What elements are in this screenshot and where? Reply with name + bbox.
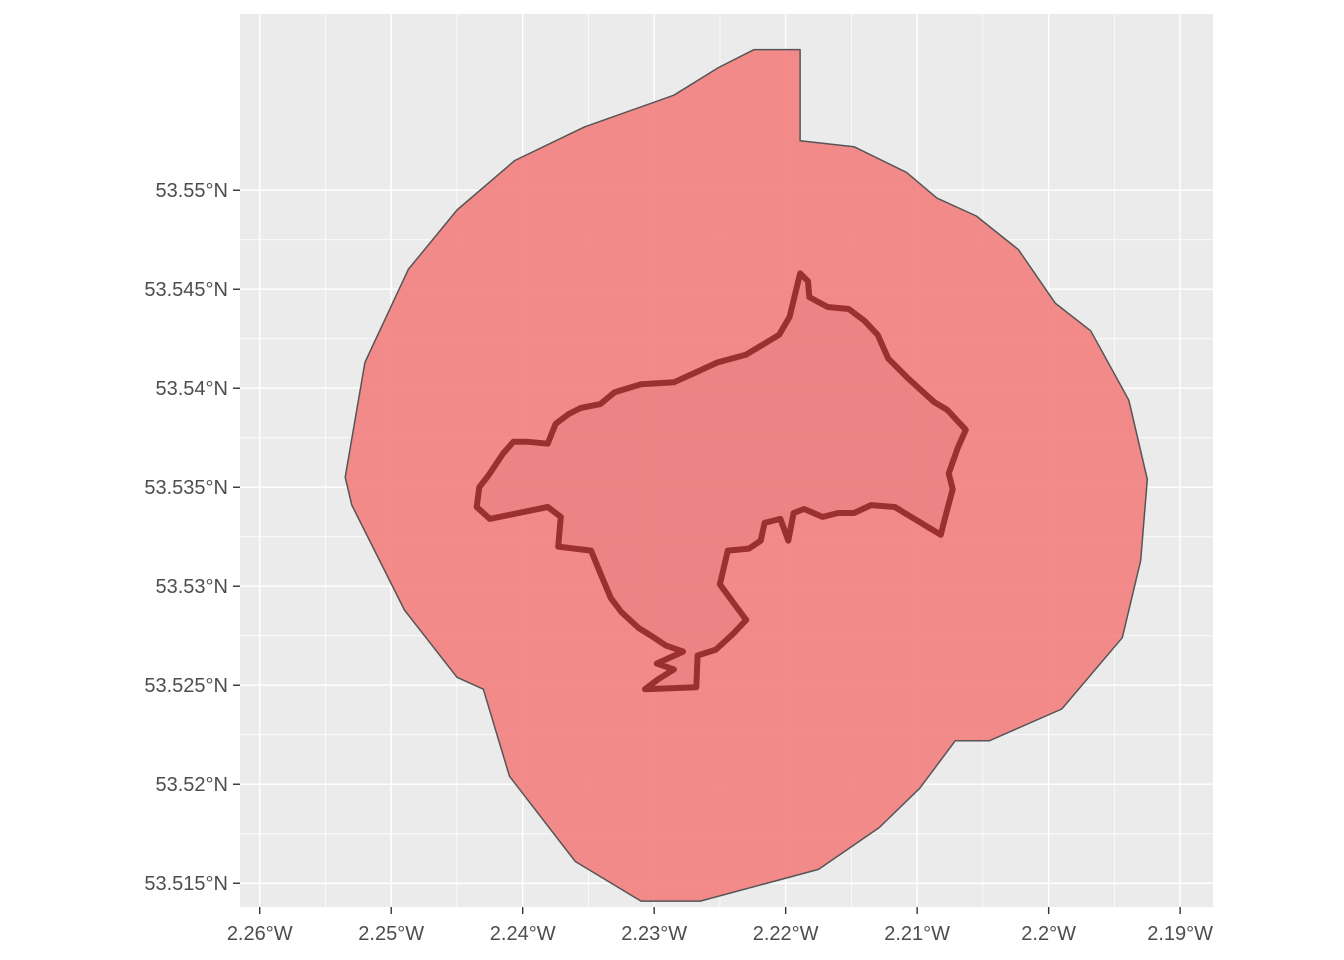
x-tick-label: 2.2°W — [1021, 923, 1076, 945]
x-tick-label: 2.21°W — [884, 923, 950, 945]
y-tick-label: 53.525°N — [144, 675, 228, 697]
x-tick-label: 2.23°W — [621, 923, 687, 945]
x-tick-label: 2.25°W — [358, 923, 424, 945]
x-tick-label: 2.26°W — [227, 923, 293, 945]
x-tick-label: 2.22°W — [753, 923, 819, 945]
y-tick-label: 53.515°N — [144, 873, 228, 895]
y-tick-label: 53.53°N — [156, 576, 229, 598]
y-tick-label: 53.55°N — [156, 180, 229, 202]
y-tick-label: 53.52°N — [156, 774, 229, 796]
y-axis: 53.515°N 53.52°N 53.525°N 53.53°N 53.535°N 53… — [144, 180, 240, 895]
boundary-outline — [473, 270, 969, 693]
y-tick-label: 53.54°N — [156, 378, 229, 400]
y-tick-label: 53.545°N — [144, 279, 228, 301]
x-axis: 2.26°W 2.25°W 2.24°W 2.23°W 2.22°W 2.21°W 2.2°… — [227, 907, 1213, 945]
x-tick-label: 2.19°W — [1147, 923, 1213, 945]
x-tick-label: 2.24°W — [490, 923, 556, 945]
y-tick-label: 53.535°N — [144, 477, 228, 499]
